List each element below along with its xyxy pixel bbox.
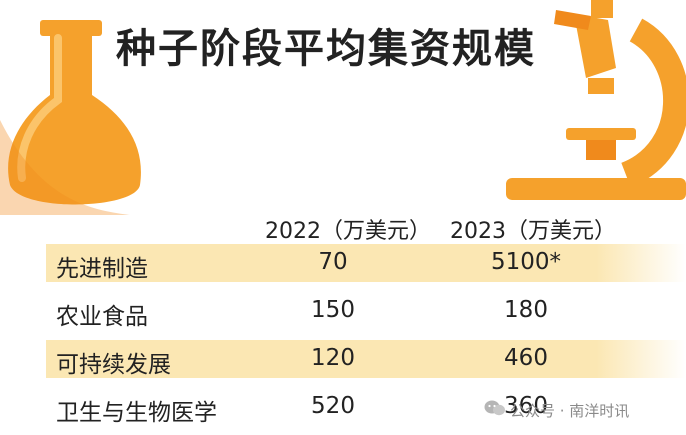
value-2022: 70 — [318, 249, 348, 275]
value-2023: 5100* — [490, 249, 562, 275]
table-row: 卫生与生物医学 520 360 — [46, 388, 686, 426]
row-label: 可持续发展 — [56, 352, 171, 378]
table-row: 可持续发展 120 460 — [46, 340, 686, 378]
wechat-icon — [484, 400, 505, 416]
table-row: 农业食品 150 180 — [46, 292, 686, 330]
value-2023: 460 — [504, 345, 548, 371]
row-label: 农业食品 — [56, 304, 148, 330]
value-2022: 520 — [311, 393, 355, 419]
row-label: 卫生与生物医学 — [56, 400, 217, 426]
watermark-text: 公众号 · 南洋时讯 — [510, 402, 630, 420]
table-row: 先进制造 70 5100* — [46, 244, 686, 282]
value-2022: 150 — [311, 297, 355, 323]
row-label: 先进制造 — [56, 256, 148, 282]
value-2023: 180 — [504, 297, 548, 323]
column-header-2023: 2023（万美元） — [450, 219, 616, 244]
value-2023: 360 — [504, 393, 548, 419]
column-header-2022: 2022（万美元） — [265, 219, 431, 244]
microscope-icon — [506, 0, 686, 200]
value-2022: 120 — [311, 345, 355, 371]
flask-icon — [0, 20, 141, 215]
table-header: 2022（万美元） 2023（万美元） — [0, 213, 686, 244]
page-title: 种子阶段平均集资规模 — [116, 26, 536, 72]
